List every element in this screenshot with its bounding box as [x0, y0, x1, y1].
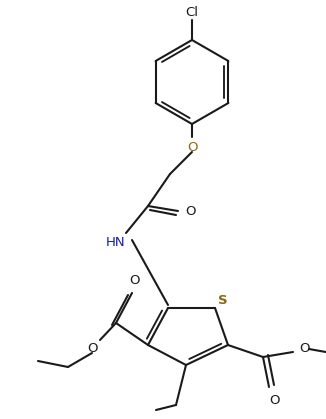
Text: O: O: [87, 342, 97, 355]
Text: O: O: [185, 204, 195, 217]
Text: O: O: [270, 395, 280, 408]
Text: S: S: [218, 293, 228, 307]
Text: HN: HN: [106, 235, 126, 248]
Text: Cl: Cl: [185, 5, 199, 18]
Text: O: O: [300, 342, 310, 355]
Text: O: O: [129, 274, 139, 287]
Text: O: O: [188, 140, 198, 153]
